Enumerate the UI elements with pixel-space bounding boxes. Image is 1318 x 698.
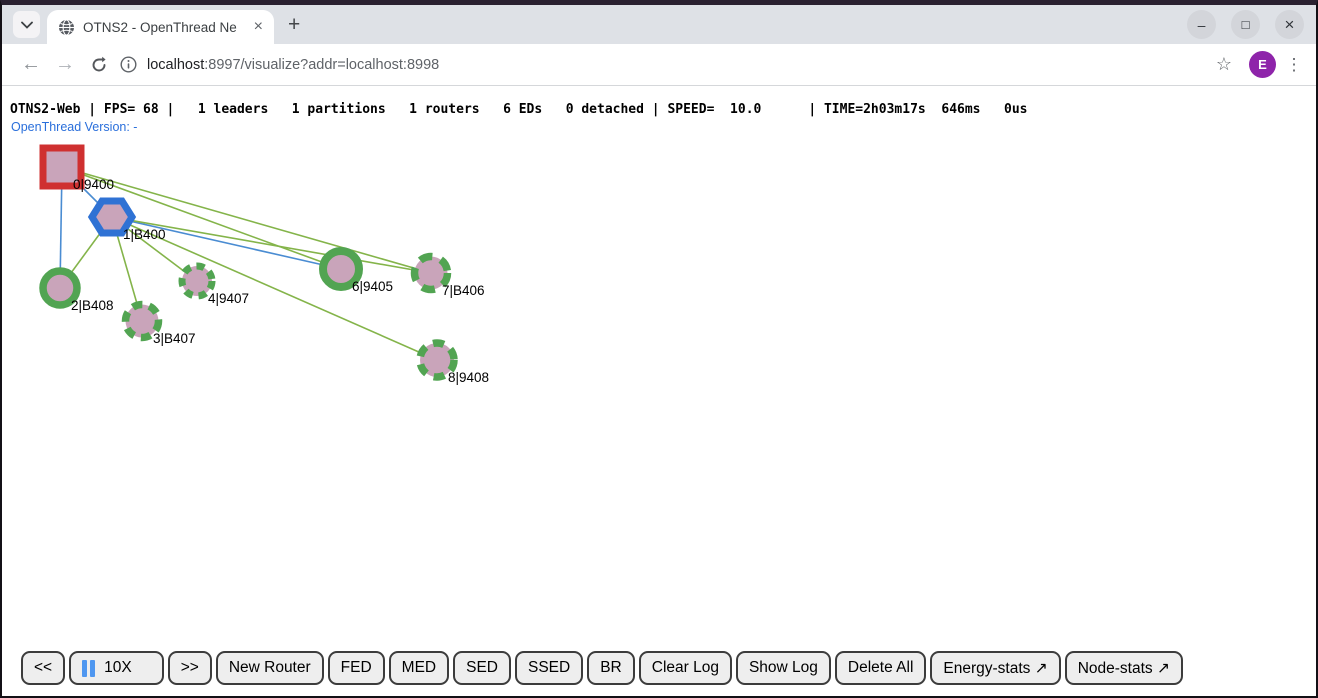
node-label-3: 3|B407 bbox=[153, 331, 196, 346]
forward-button[interactable]: → bbox=[48, 48, 82, 82]
step-back-button[interactable]: << bbox=[21, 651, 66, 685]
node-label-4: 4|9407 bbox=[208, 291, 249, 306]
node-label-8: 8|9408 bbox=[448, 370, 489, 385]
node-3[interactable] bbox=[121, 300, 163, 342]
speed-button[interactable]: 10X bbox=[69, 651, 164, 685]
reload-button[interactable] bbox=[82, 48, 116, 82]
back-button[interactable]: ← bbox=[14, 48, 48, 82]
node-label-7: 7|B406 bbox=[442, 283, 485, 298]
button-label: Show Log bbox=[748, 659, 818, 676]
br-button[interactable]: BR bbox=[587, 651, 635, 685]
maximize-button[interactable]: □ bbox=[1231, 10, 1260, 39]
minimize-button[interactable]: – bbox=[1187, 10, 1216, 39]
info-icon[interactable] bbox=[120, 56, 137, 73]
back-arrow-icon: ← bbox=[21, 53, 41, 75]
browser-menu-button[interactable]: ⋮ bbox=[1285, 54, 1303, 74]
node-6[interactable] bbox=[319, 247, 363, 291]
energy-stats-button[interactable]: Energy-stats ↗ bbox=[930, 651, 1061, 685]
tab-title: OTNS2 - OpenThread Ne bbox=[83, 19, 237, 35]
new-router-button[interactable]: New Router bbox=[215, 651, 324, 685]
button-label: 10X bbox=[104, 659, 132, 676]
link-1-6 bbox=[111, 216, 342, 270]
button-label: MED bbox=[401, 659, 437, 676]
show-log-button[interactable]: Show Log bbox=[735, 651, 831, 685]
chevron-down-icon bbox=[20, 21, 33, 29]
delete-all-button[interactable]: Delete All bbox=[834, 651, 927, 685]
address-bar[interactable]: localhost:8997/visualize?addr=localhost:… bbox=[116, 56, 1207, 73]
browser-navbar: ← → localhost:8997/visualize?addr=localh… bbox=[2, 44, 1316, 86]
node-8[interactable] bbox=[416, 339, 458, 381]
button-label: Clear Log bbox=[651, 659, 719, 676]
globe-icon bbox=[59, 18, 74, 36]
url-text: localhost:8997/visualize?addr=localhost:… bbox=[147, 57, 439, 73]
link-1-8 bbox=[111, 216, 438, 361]
bookmark-button[interactable]: ☆ bbox=[1207, 48, 1241, 82]
step-forward-button[interactable]: >> bbox=[167, 651, 212, 685]
star-icon: ☆ bbox=[1215, 54, 1233, 74]
button-label: Delete All bbox=[847, 659, 914, 676]
button-label: BR bbox=[600, 659, 622, 676]
button-label: Energy-stats ↗ bbox=[943, 659, 1048, 677]
openthread-version-link[interactable]: OpenThread Version: - bbox=[11, 120, 138, 134]
url-host: localhost bbox=[147, 56, 205, 73]
node-7[interactable] bbox=[410, 252, 452, 294]
button-label: SSED bbox=[527, 659, 571, 676]
url-path: :8997/visualize?addr=localhost:8998 bbox=[204, 56, 440, 73]
node-4[interactable] bbox=[178, 262, 216, 300]
clear-log-button[interactable]: Clear Log bbox=[638, 651, 732, 685]
pause-icon bbox=[82, 659, 98, 677]
close-button[interactable]: × bbox=[1275, 10, 1304, 39]
button-label: FED bbox=[340, 659, 372, 676]
fed-button[interactable]: FED bbox=[327, 651, 385, 685]
node-label-2: 2|B408 bbox=[71, 298, 114, 313]
button-label: New Router bbox=[228, 659, 311, 676]
node-0[interactable] bbox=[39, 144, 85, 190]
simulation-status-line: OTNS2-Web | FPS= 68 | 1 leaders 1 partit… bbox=[10, 102, 1028, 117]
sed-button[interactable]: SED bbox=[453, 651, 511, 685]
med-button[interactable]: MED bbox=[388, 651, 450, 685]
profile-avatar[interactable]: E bbox=[1249, 51, 1276, 78]
forward-arrow-icon: → bbox=[55, 53, 75, 75]
new-tab-button[interactable]: + bbox=[288, 13, 301, 36]
node-label-1: 1|B400 bbox=[123, 227, 166, 242]
button-label: << bbox=[34, 659, 53, 676]
node-stats-button[interactable]: Node-stats ↗ bbox=[1064, 651, 1183, 685]
page-content: OTNS2-Web | FPS= 68 | 1 leaders 1 partit… bbox=[2, 86, 1316, 696]
browser-tab[interactable]: OTNS2 - OpenThread Ne × bbox=[47, 10, 274, 44]
window-controls: – □ × bbox=[1187, 10, 1304, 39]
tab-strip: OTNS2 - OpenThread Ne × + – □ × bbox=[2, 5, 1316, 44]
simulation-toolbar: << 10X >> New Router FED MED SED SSED BR Clear Lo… bbox=[21, 651, 1183, 685]
node-2[interactable] bbox=[39, 267, 81, 309]
button-label: >> bbox=[180, 659, 199, 676]
button-label: Node-stats ↗ bbox=[1077, 659, 1170, 677]
reload-icon bbox=[92, 56, 106, 71]
node-1[interactable] bbox=[87, 197, 137, 237]
link-1-7 bbox=[111, 216, 432, 274]
button-label: SED bbox=[466, 659, 498, 676]
tab-search-button[interactable] bbox=[13, 11, 40, 38]
tab-close-icon[interactable]: × bbox=[253, 18, 263, 35]
ssed-button[interactable]: SSED bbox=[514, 651, 584, 685]
